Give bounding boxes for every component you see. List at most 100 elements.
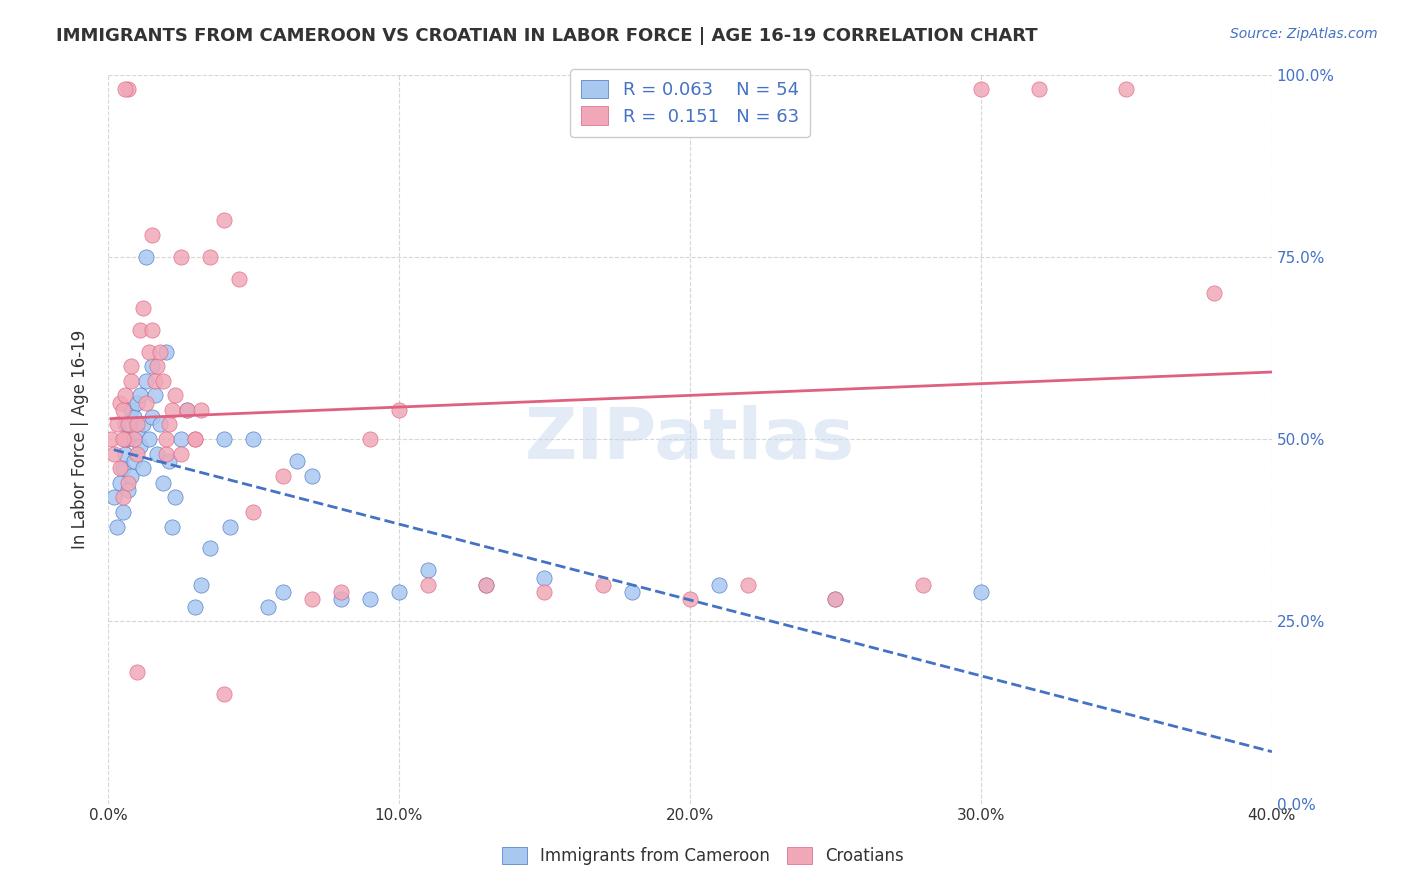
Point bbox=[114, 417, 136, 432]
Point bbox=[155, 344, 177, 359]
Point bbox=[285, 454, 308, 468]
Legend: R = 0.063    N = 54, R =  0.151   N = 63: R = 0.063 N = 54, R = 0.151 N = 63 bbox=[571, 69, 810, 136]
Point bbox=[388, 585, 411, 599]
Point bbox=[152, 374, 174, 388]
Point bbox=[228, 271, 250, 285]
Point bbox=[157, 417, 180, 432]
Point bbox=[737, 578, 759, 592]
Point bbox=[359, 592, 381, 607]
Point bbox=[242, 432, 264, 446]
Point bbox=[120, 374, 142, 388]
Point bbox=[132, 301, 155, 315]
Point bbox=[388, 403, 411, 417]
Point bbox=[111, 403, 134, 417]
Point bbox=[127, 395, 149, 409]
Point bbox=[219, 519, 242, 533]
Text: Source: ZipAtlas.com: Source: ZipAtlas.com bbox=[1230, 27, 1378, 41]
Point bbox=[198, 250, 221, 264]
Point bbox=[533, 571, 555, 585]
Point bbox=[127, 447, 149, 461]
Point bbox=[170, 250, 193, 264]
Point bbox=[135, 250, 157, 264]
Point bbox=[141, 410, 163, 425]
Point bbox=[1202, 286, 1225, 301]
Point bbox=[129, 439, 152, 453]
Point bbox=[475, 578, 498, 592]
Point bbox=[122, 454, 145, 468]
Point bbox=[170, 447, 193, 461]
Point bbox=[120, 359, 142, 373]
Point bbox=[416, 563, 439, 577]
Point bbox=[127, 425, 149, 439]
Point bbox=[138, 344, 160, 359]
Point bbox=[117, 483, 139, 497]
Point bbox=[184, 432, 207, 446]
Point bbox=[301, 592, 323, 607]
Point bbox=[111, 491, 134, 505]
Point bbox=[135, 374, 157, 388]
Point bbox=[105, 519, 128, 533]
Point bbox=[170, 432, 193, 446]
Point bbox=[132, 461, 155, 475]
Text: IMMIGRANTS FROM CAMEROON VS CROATIAN IN LABOR FORCE | AGE 16-19 CORRELATION CHAR: IMMIGRANTS FROM CAMEROON VS CROATIAN IN … bbox=[56, 27, 1038, 45]
Point bbox=[416, 578, 439, 592]
Point bbox=[214, 213, 236, 227]
Point bbox=[122, 410, 145, 425]
Point bbox=[257, 599, 280, 614]
Point bbox=[592, 578, 614, 592]
Point bbox=[176, 403, 198, 417]
Point bbox=[114, 82, 136, 96]
Point bbox=[114, 432, 136, 446]
Point bbox=[214, 432, 236, 446]
Point bbox=[105, 417, 128, 432]
Point bbox=[141, 227, 163, 242]
Point bbox=[127, 665, 149, 680]
Point bbox=[824, 592, 846, 607]
Point bbox=[114, 447, 136, 461]
Point bbox=[108, 461, 131, 475]
Point bbox=[149, 417, 172, 432]
Point bbox=[1115, 82, 1137, 96]
Point bbox=[157, 454, 180, 468]
Point bbox=[143, 388, 166, 402]
Point bbox=[155, 432, 177, 446]
Point bbox=[184, 432, 207, 446]
Point bbox=[329, 592, 352, 607]
Point bbox=[970, 585, 993, 599]
Point bbox=[132, 417, 155, 432]
Y-axis label: In Labor Force | Age 16-19: In Labor Force | Age 16-19 bbox=[72, 329, 89, 549]
Point bbox=[190, 578, 212, 592]
Point bbox=[108, 395, 131, 409]
Point bbox=[111, 505, 134, 519]
Point bbox=[138, 432, 160, 446]
Point bbox=[190, 403, 212, 417]
Point bbox=[120, 403, 142, 417]
Point bbox=[824, 592, 846, 607]
Point bbox=[152, 475, 174, 490]
Point bbox=[127, 417, 149, 432]
Point bbox=[160, 519, 183, 533]
Point bbox=[129, 323, 152, 337]
Point bbox=[163, 388, 186, 402]
Point bbox=[117, 432, 139, 446]
Point bbox=[117, 475, 139, 490]
Point bbox=[198, 541, 221, 556]
Text: ZIPatlas: ZIPatlas bbox=[524, 405, 855, 474]
Point bbox=[301, 468, 323, 483]
Point bbox=[103, 447, 125, 461]
Point bbox=[1028, 82, 1050, 96]
Point bbox=[359, 432, 381, 446]
Point bbox=[475, 578, 498, 592]
Point bbox=[911, 578, 934, 592]
Point bbox=[120, 468, 142, 483]
Point bbox=[117, 417, 139, 432]
Point bbox=[271, 585, 294, 599]
Point bbox=[129, 388, 152, 402]
Point bbox=[143, 374, 166, 388]
Point bbox=[271, 468, 294, 483]
Point bbox=[108, 475, 131, 490]
Point bbox=[242, 505, 264, 519]
Point bbox=[214, 687, 236, 701]
Point bbox=[122, 432, 145, 446]
Point bbox=[329, 585, 352, 599]
